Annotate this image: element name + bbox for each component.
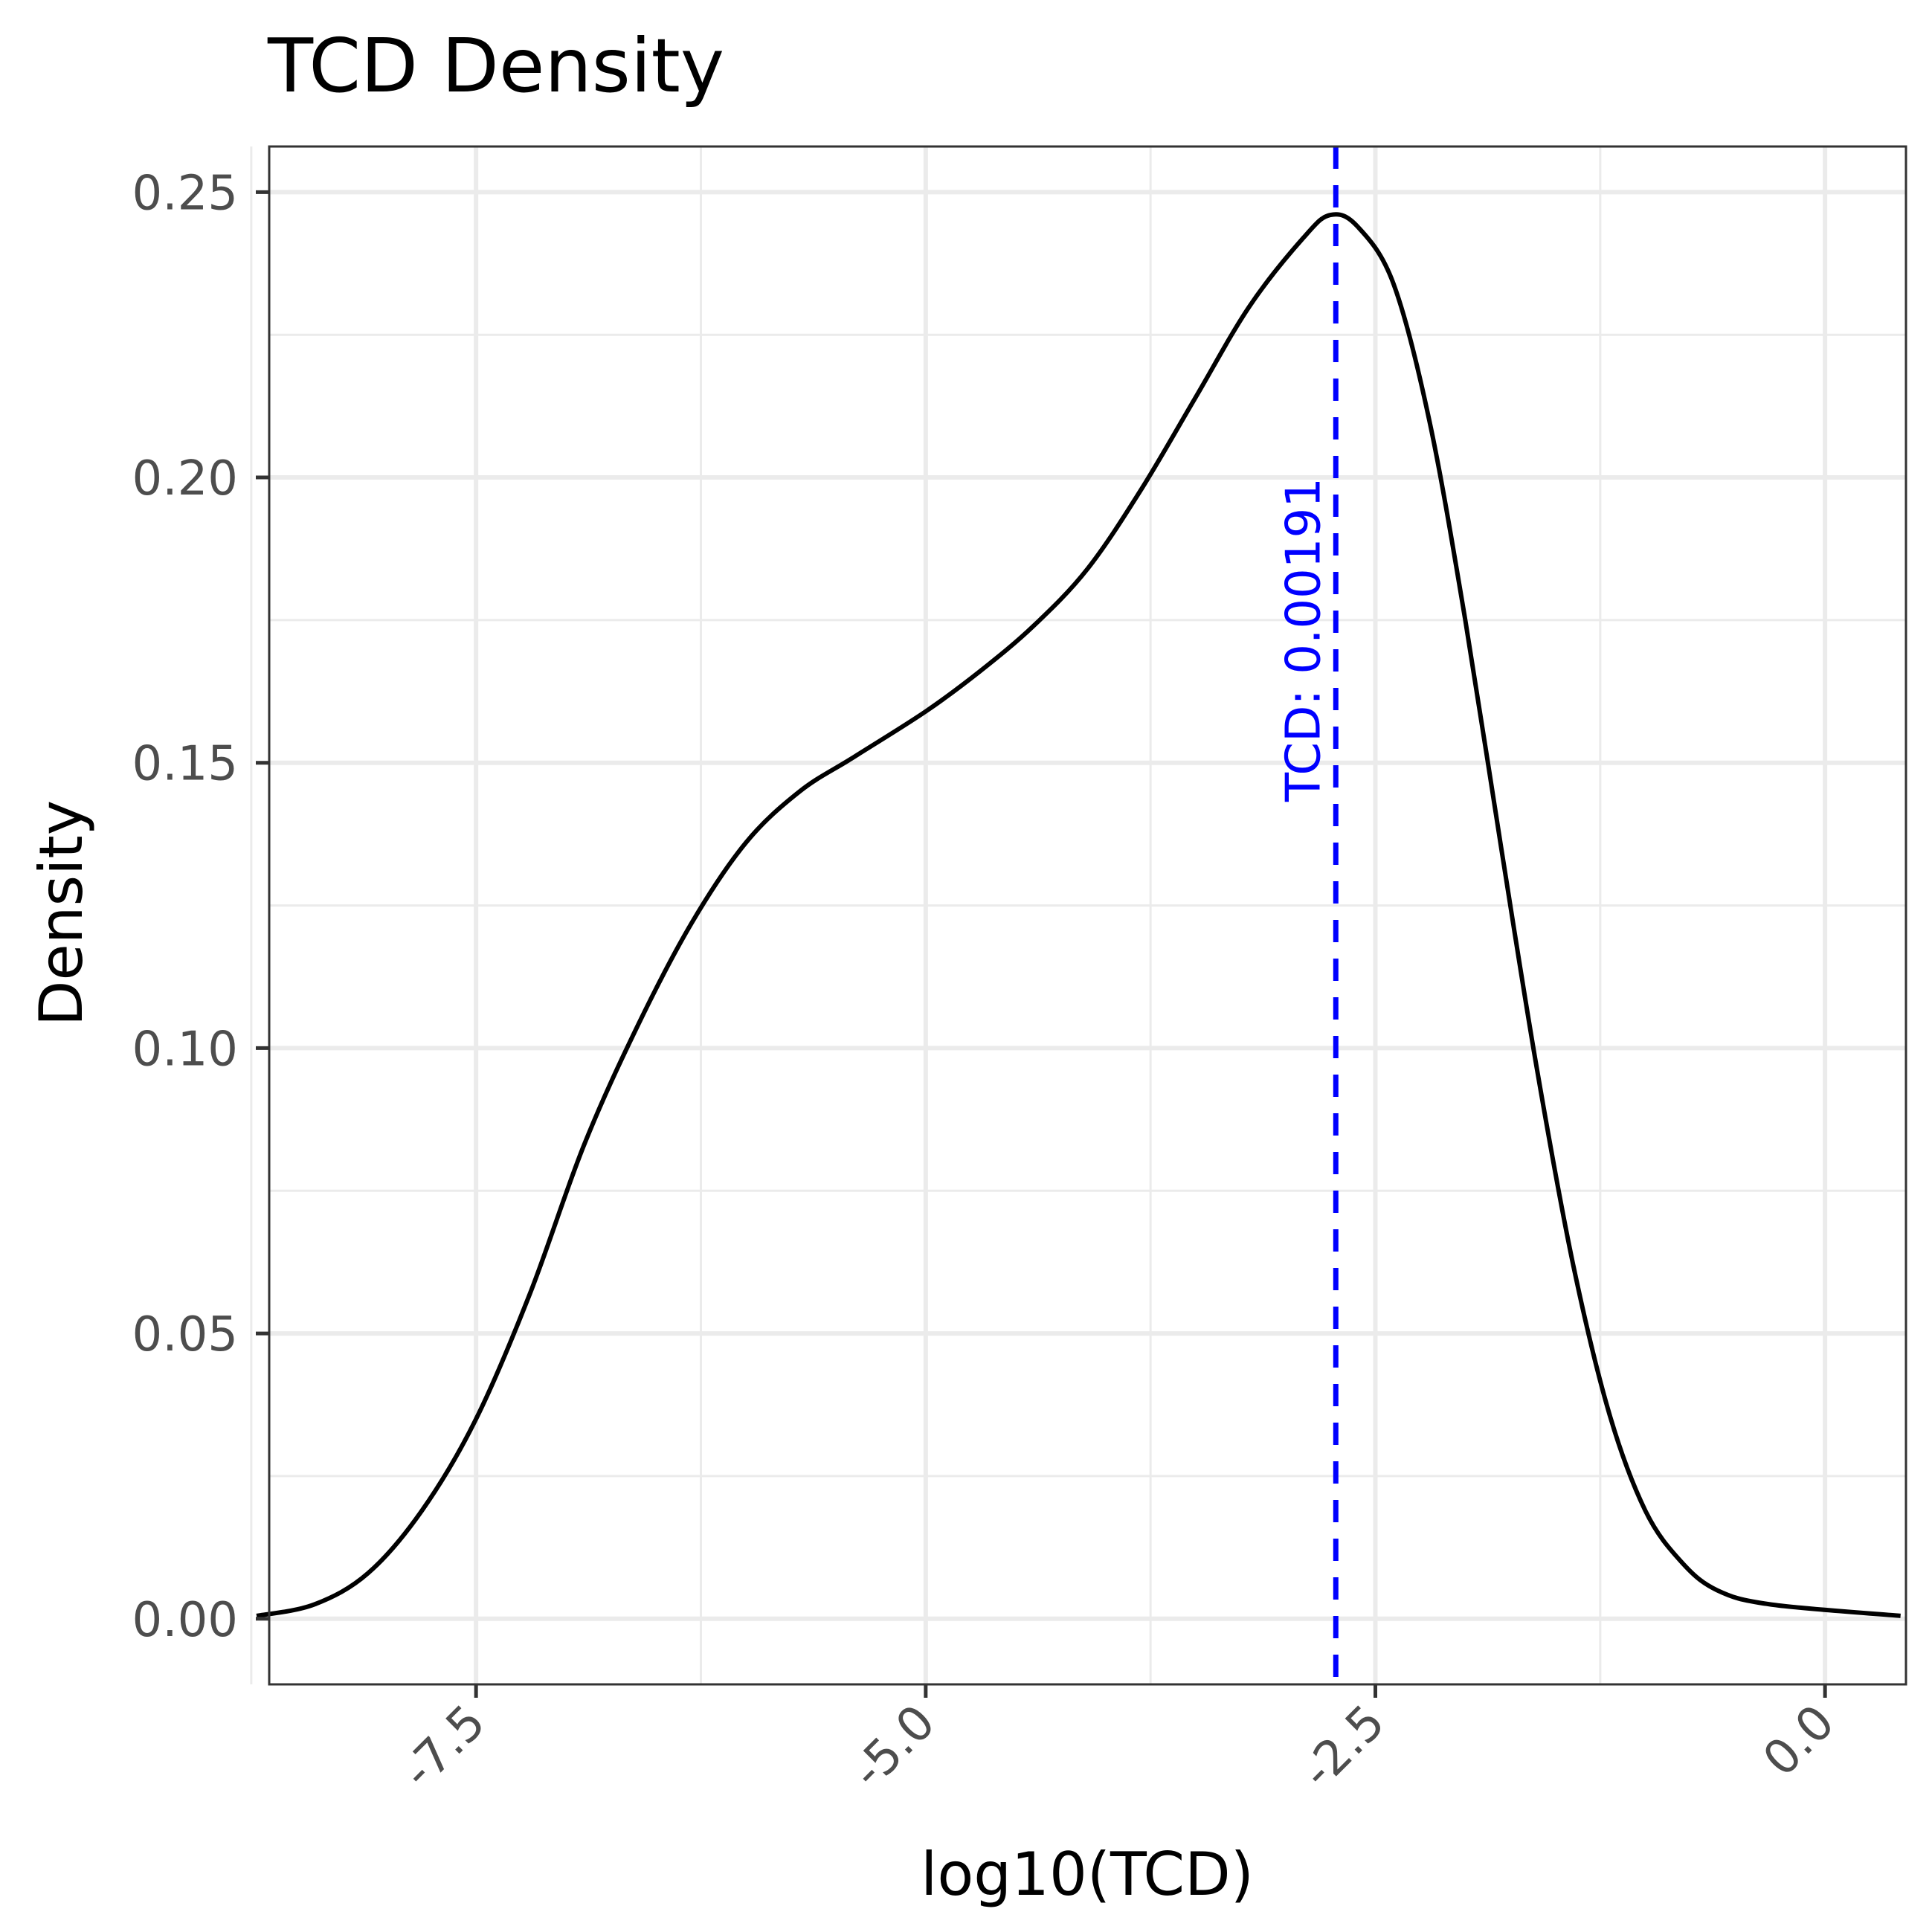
y-tick-label: 0.20 <box>132 451 239 506</box>
density-curve-0 <box>256 212 1901 1618</box>
y-tick-label: 0.15 <box>132 737 239 792</box>
y-tick-label: 0.10 <box>132 1022 239 1077</box>
y-axis-title: Density <box>27 800 96 1026</box>
chart-title: TCD Density <box>267 22 724 109</box>
y-tick-label: 0.25 <box>132 166 239 221</box>
series-layer <box>256 212 1901 1618</box>
y-tick-label: 0.00 <box>132 1593 239 1648</box>
x-axis-title: log10(TCD) <box>921 1840 1254 1909</box>
y-axis: 0.00 0.05 0.10 0.15 0.20 0.25 <box>132 166 269 1648</box>
minor-grid <box>250 146 1906 1684</box>
major-grid <box>269 146 1906 1684</box>
threshold-label: TCD: 0.00191 <box>1276 477 1331 802</box>
panel-border <box>268 145 1907 1686</box>
y-tick-label: 0.05 <box>132 1307 239 1362</box>
annotation-layer: TCD: 0.00191 <box>1276 146 1339 1684</box>
